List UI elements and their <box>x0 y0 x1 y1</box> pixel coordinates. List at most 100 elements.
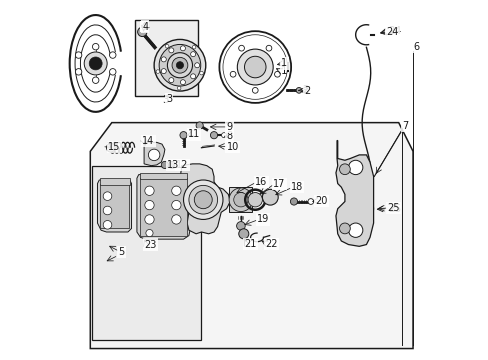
Circle shape <box>221 133 226 138</box>
Circle shape <box>75 69 81 75</box>
Text: 23: 23 <box>144 239 156 249</box>
Circle shape <box>192 45 196 49</box>
Circle shape <box>144 215 154 224</box>
Bar <box>188 191 195 212</box>
Text: 15: 15 <box>108 141 121 152</box>
Circle shape <box>172 57 187 73</box>
Circle shape <box>233 193 247 207</box>
Polygon shape <box>137 175 190 239</box>
Circle shape <box>360 202 373 215</box>
Circle shape <box>171 186 181 195</box>
Circle shape <box>252 87 258 93</box>
Circle shape <box>109 52 116 58</box>
Bar <box>140 178 187 235</box>
Circle shape <box>89 57 102 70</box>
Circle shape <box>348 223 362 237</box>
Text: 21: 21 <box>244 239 256 249</box>
Circle shape <box>196 122 203 129</box>
Circle shape <box>168 161 175 168</box>
Circle shape <box>219 31 290 103</box>
Text: 1: 1 <box>281 58 287 68</box>
Circle shape <box>265 45 271 51</box>
Text: 2: 2 <box>302 85 308 95</box>
Circle shape <box>92 44 99 50</box>
Circle shape <box>307 199 313 204</box>
Circle shape <box>171 201 181 210</box>
Text: 3: 3 <box>165 94 172 104</box>
Circle shape <box>148 149 160 161</box>
Polygon shape <box>335 140 373 246</box>
Circle shape <box>247 193 262 207</box>
Circle shape <box>238 229 248 239</box>
Circle shape <box>210 132 217 139</box>
Circle shape <box>180 132 187 139</box>
Circle shape <box>75 52 81 58</box>
Text: 25: 25 <box>387 204 400 214</box>
Circle shape <box>161 57 166 62</box>
Circle shape <box>103 192 112 201</box>
Circle shape <box>154 40 205 91</box>
Text: 6: 6 <box>412 42 418 52</box>
Circle shape <box>262 189 278 205</box>
Text: 12: 12 <box>176 160 188 170</box>
Polygon shape <box>180 164 230 234</box>
Text: 13: 13 <box>167 159 179 170</box>
Bar <box>100 178 129 185</box>
Bar <box>92 166 201 339</box>
Text: 4: 4 <box>142 22 148 32</box>
Text: 11: 11 <box>187 130 200 139</box>
Polygon shape <box>90 123 412 348</box>
Bar <box>100 184 129 228</box>
Text: 17: 17 <box>273 179 285 189</box>
Text: 25: 25 <box>386 203 399 213</box>
Bar <box>228 187 251 212</box>
Circle shape <box>237 49 273 85</box>
Circle shape <box>296 87 301 93</box>
Circle shape <box>145 229 153 237</box>
Circle shape <box>339 164 349 175</box>
Circle shape <box>177 86 181 90</box>
Circle shape <box>167 53 192 78</box>
Text: 20: 20 <box>315 196 327 206</box>
Circle shape <box>348 160 362 175</box>
Circle shape <box>180 46 185 51</box>
Circle shape <box>144 201 154 210</box>
Circle shape <box>137 27 147 37</box>
Text: 10: 10 <box>226 141 238 152</box>
Circle shape <box>168 48 174 53</box>
Circle shape <box>171 215 181 224</box>
Text: 16: 16 <box>255 177 267 187</box>
Text: 24: 24 <box>386 27 398 37</box>
Circle shape <box>161 69 166 74</box>
Text: 2: 2 <box>304 86 310 96</box>
Circle shape <box>244 56 265 78</box>
Circle shape <box>165 44 168 48</box>
Circle shape <box>238 45 244 51</box>
Circle shape <box>199 71 203 75</box>
Circle shape <box>103 221 112 229</box>
Circle shape <box>106 143 115 152</box>
Text: 3: 3 <box>162 95 168 105</box>
Circle shape <box>92 77 99 84</box>
Circle shape <box>168 78 174 83</box>
Circle shape <box>180 80 185 85</box>
Text: 7: 7 <box>402 121 407 131</box>
Circle shape <box>290 198 297 205</box>
Circle shape <box>190 52 195 57</box>
Circle shape <box>190 74 195 79</box>
Circle shape <box>339 223 349 234</box>
Circle shape <box>194 191 212 209</box>
Text: 19: 19 <box>257 215 269 224</box>
Circle shape <box>103 206 112 215</box>
Bar <box>135 21 198 96</box>
Circle shape <box>188 185 217 214</box>
Text: 1: 1 <box>281 66 287 76</box>
Polygon shape <box>144 142 164 166</box>
Bar <box>140 173 187 179</box>
Circle shape <box>144 186 154 195</box>
Text: 14: 14 <box>142 136 154 146</box>
Text: 4: 4 <box>141 22 147 32</box>
Text: 8: 8 <box>226 131 232 141</box>
Circle shape <box>176 62 183 69</box>
Circle shape <box>161 161 168 168</box>
